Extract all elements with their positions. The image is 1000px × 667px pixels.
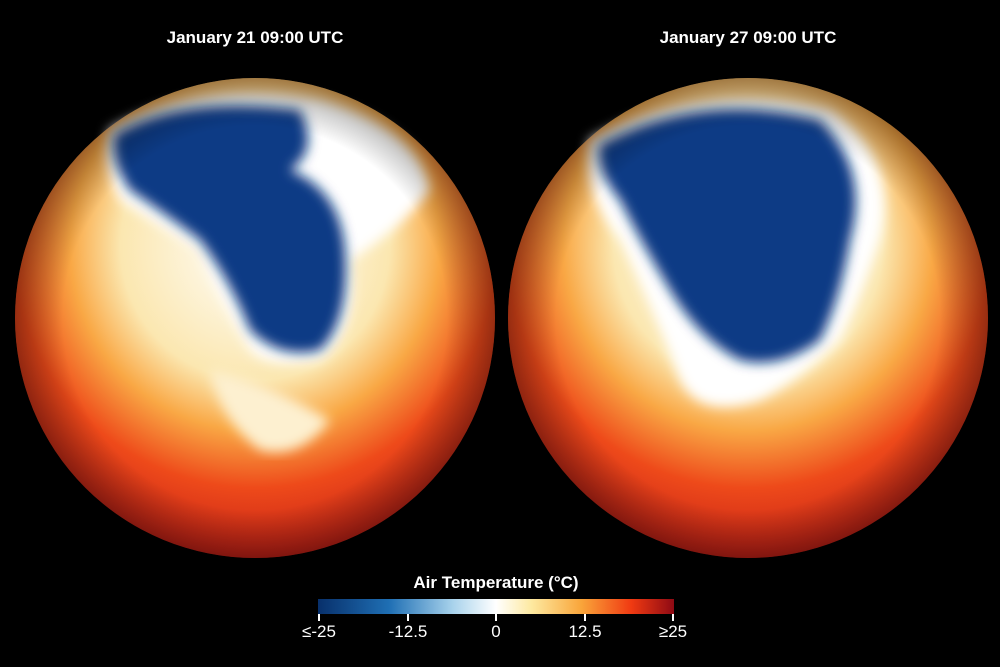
panel-title-left: January 21 09:00 UTC	[166, 28, 344, 47]
colorbar-tick	[318, 614, 320, 621]
colorbar-label: 0	[491, 622, 501, 641]
colorbar	[318, 599, 674, 614]
colorbar-label: 12.5	[568, 622, 602, 641]
legend-title: Air Temperature (°C)	[413, 573, 579, 592]
globe-jan-27	[508, 78, 988, 558]
colorbar-tick	[495, 614, 497, 621]
colorbar-label: -12.5	[388, 622, 428, 641]
colorbar-label: ≥25	[658, 622, 688, 641]
colorbar-label: ≤-25	[302, 622, 336, 641]
panel-title-right: January 27 09:00 UTC	[659, 28, 837, 47]
colorbar-tick	[672, 614, 674, 621]
colorbar-tick	[584, 614, 586, 621]
globe-jan-21	[15, 78, 495, 558]
colorbar-tick	[407, 614, 409, 621]
